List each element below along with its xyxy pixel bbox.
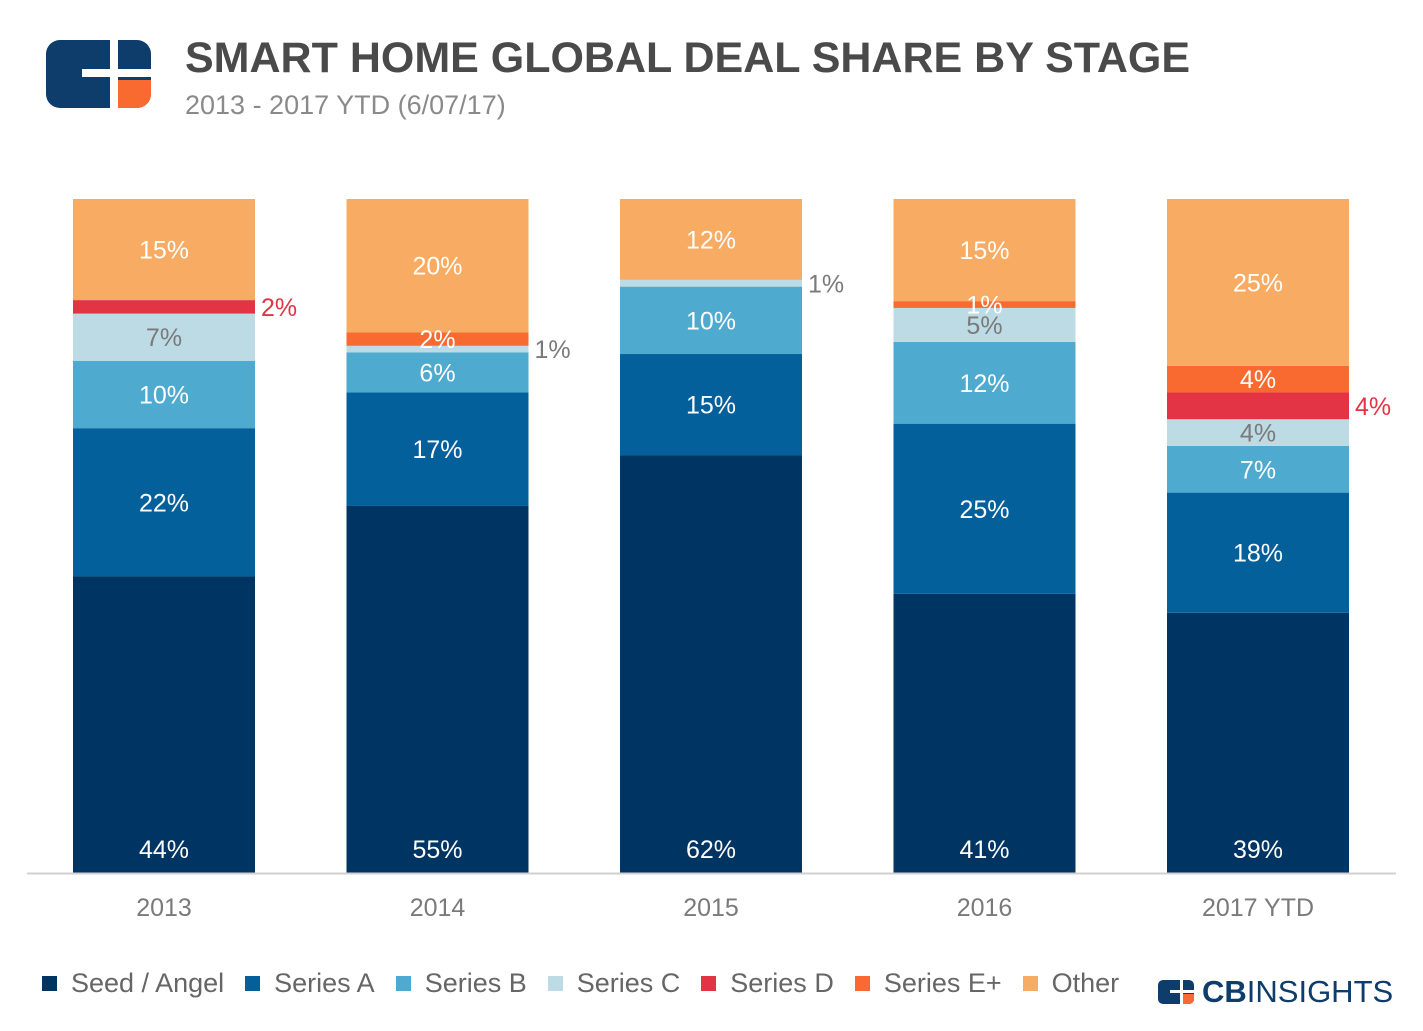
brand-wordmark: CBINSIGHTS	[1202, 974, 1393, 1010]
data-label-series-b-4: 7%	[1240, 456, 1276, 484]
bar-segment-series-d-0	[73, 300, 255, 314]
legend-swatch	[42, 976, 57, 991]
bar-segment-other-1	[346, 199, 529, 333]
bar-segment-series-b-1	[346, 352, 529, 393]
x-tick-label-4: 2017 YTD	[1202, 894, 1314, 922]
legend-swatch	[245, 976, 261, 991]
data-label-other-3: 15%	[959, 237, 1009, 265]
legend-label: Series E+	[883, 968, 1002, 998]
bar-segment-other-3	[893, 199, 1076, 302]
legend-label: Series A	[274, 968, 375, 998]
chart-subtitle: 2013 - 2017 YTD (6/07/17)	[185, 90, 506, 120]
bar-segment-other-0	[73, 199, 255, 301]
bar-segment-series-b-3	[893, 341, 1076, 424]
bar-segment-seed-angel-0	[73, 576, 255, 873]
bar-segment-series-a-3	[893, 423, 1076, 594]
legend-item-series-d: Series D	[701, 968, 834, 999]
bar-segment-series-b-0	[73, 360, 255, 429]
cbinsights-brand: CBINSIGHTS	[1158, 974, 1393, 1010]
stacked-bar-chart: 44% 22% 10% 7% 2% 15% 2013 55% 17% 6% 1% 2% 20% 2014 6…	[27, 199, 1396, 922]
data-label-series-b-1: 6%	[419, 360, 455, 388]
data-label-other-2: 12%	[686, 226, 736, 254]
cb-brand-icon	[1158, 980, 1194, 1004]
data-label-series-b-0: 10%	[139, 381, 189, 409]
data-label-series-c-1: 1%	[535, 336, 571, 364]
x-tick-label-3: 2016	[957, 894, 1013, 922]
bar-segment-other-4	[1167, 199, 1349, 366]
legend: Seed / Angel Series A Series B Series C Seri…	[42, 968, 1140, 999]
bar-segment-series-b-4	[1167, 445, 1349, 493]
legend-swatch	[547, 976, 563, 991]
brand-name-bold: CB	[1202, 974, 1247, 1009]
data-label-series-a-2: 15%	[686, 392, 736, 420]
data-label-other-0: 15%	[139, 237, 189, 265]
bar-segment-series-d-4	[1167, 392, 1349, 420]
legend-label: Series B	[424, 968, 527, 998]
legend-item-series-a: Series A	[245, 968, 375, 999]
data-label-series-b-3: 12%	[959, 370, 1009, 398]
bar-segment-seed-angel-2	[620, 455, 802, 873]
legend-swatch	[395, 976, 411, 991]
data-label-seed-angel-3: 41%	[959, 836, 1009, 864]
data-label-series-e--3: 1%	[966, 292, 1002, 320]
legend-item-series-c: Series C	[547, 968, 681, 999]
data-label-series-b-2: 10%	[686, 307, 736, 335]
x-tick-label-1: 2014	[410, 894, 466, 922]
data-label-seed-angel-4: 39%	[1233, 836, 1283, 864]
data-label-series-a-4: 18%	[1233, 540, 1283, 568]
data-label-seed-angel-2: 62%	[686, 836, 736, 864]
x-tick-label-2: 2015	[683, 894, 739, 922]
legend-swatch	[1022, 976, 1038, 991]
chart-title: SMART HOME GLOBAL DEAL SHARE BY STAGE	[185, 34, 1190, 82]
data-label-series-a-1: 17%	[412, 436, 462, 464]
data-label-seed-angel-0: 44%	[139, 836, 189, 864]
cb-logo-icon	[46, 40, 151, 108]
data-label-series-e--4: 4%	[1240, 366, 1276, 394]
data-label-series-d-0: 2%	[261, 294, 297, 322]
data-label-series-a-3: 25%	[959, 496, 1009, 524]
legend-item-series-e-: Series E+	[854, 968, 1002, 999]
bar-segment-series-a-0	[73, 428, 255, 577]
bar-segment-series-a-1	[346, 392, 529, 506]
legend-label: Series C	[576, 968, 681, 998]
data-label-series-c-2: 1%	[808, 270, 844, 298]
bar-segment-series-c-1	[346, 345, 529, 353]
brand-name-regular: INSIGHTS	[1246, 974, 1394, 1009]
data-label-series-c-0: 7%	[146, 324, 182, 352]
legend-label: Seed / Angel	[71, 968, 225, 998]
bar-segment-series-c-4	[1167, 419, 1349, 446]
bar-segment-other-2	[620, 199, 802, 280]
data-label-other-1: 20%	[412, 253, 462, 281]
bar-segment-series-c-0	[73, 313, 255, 361]
bar-segment-series-e--4	[1167, 365, 1349, 393]
legend-label: Series D	[730, 968, 834, 998]
data-label-series-e--1: 2%	[419, 326, 455, 354]
data-label-series-d-4: 4%	[1355, 393, 1391, 421]
data-label-seed-angel-1: 55%	[412, 836, 462, 864]
bar-segment-seed-angel-1	[346, 505, 529, 873]
bar-segment-seed-angel-3	[893, 593, 1076, 873]
legend-item-seed-angel: Seed / Angel	[42, 968, 224, 999]
bar-segment-series-c-2	[620, 279, 802, 287]
bar-segment-series-a-4	[1167, 492, 1349, 613]
legend-swatch	[854, 976, 870, 991]
legend-swatch	[701, 976, 717, 991]
data-label-other-4: 25%	[1233, 269, 1283, 297]
bar-segment-series-e--1	[346, 332, 529, 346]
x-tick-label-0: 2013	[136, 894, 192, 922]
bar-segment-series-e--3	[893, 301, 1076, 308]
bar-segment-series-a-2	[620, 354, 802, 456]
data-label-series-a-0: 22%	[139, 489, 189, 517]
bar-segment-series-b-2	[620, 286, 802, 355]
legend-label: Other	[1051, 968, 1120, 998]
bar-segment-series-c-3	[893, 307, 1076, 342]
legend-item-series-b: Series B	[395, 968, 527, 999]
data-label-series-c-4: 4%	[1240, 420, 1276, 448]
data-label-series-c-3: 5%	[966, 312, 1002, 340]
legend-item-other: Other	[1022, 968, 1120, 999]
bar-segment-seed-angel-4	[1167, 612, 1349, 873]
